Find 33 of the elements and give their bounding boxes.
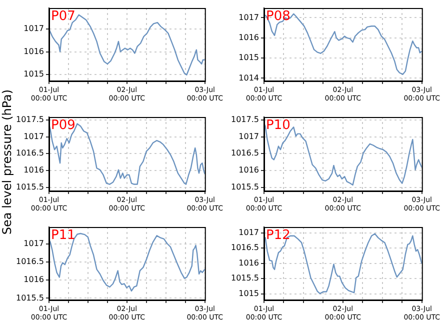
y-tick-label: 1015.5 — [16, 182, 44, 192]
y-tick-label: 1014 — [238, 73, 259, 82]
y-tick-label: 1017 — [238, 12, 259, 22]
chart-title: P09 — [51, 118, 76, 133]
y-tick-label: 1017 — [24, 132, 44, 141]
chart-title: P12 — [266, 228, 290, 243]
y-tick-label: 1016.5 — [16, 257, 44, 266]
y-tick-label: 1015 — [238, 53, 259, 62]
y-tick-label: 1016.5 — [231, 243, 259, 252]
y-tick-label: 1015 — [238, 288, 259, 298]
y-tick-label: 1016 — [24, 275, 44, 284]
y-tick-label: 1017 — [238, 132, 259, 141]
chart-title: P11 — [51, 228, 76, 243]
y-tick-label: 1016 — [24, 46, 44, 56]
y-tick-label: 1017.5 — [231, 115, 259, 124]
y-tick-label: 1016 — [238, 166, 259, 175]
y-tick-label: 1016 — [238, 258, 259, 268]
y-tick-label: 1015.5 — [16, 293, 44, 302]
y-tick-label: 1017.5 — [16, 115, 44, 124]
y-tick-label: 1017 — [238, 228, 259, 237]
chart-title: P08 — [266, 8, 290, 24]
y-tick-label: 1017 — [24, 239, 44, 248]
chart-title: P07 — [51, 8, 76, 24]
y-tick-label: 1016.5 — [16, 148, 44, 158]
chart-title: P10 — [266, 118, 290, 133]
y-tick-label: 1015.5 — [231, 274, 259, 283]
y-tick-label: 1015 — [24, 70, 44, 79]
y-tick-label: 1016 — [24, 166, 44, 175]
y-tick-label: 1015.5 — [231, 182, 259, 192]
y-tick-label: 1016 — [238, 32, 259, 42]
y-axis-title: Sea level pressure (hPa) — [0, 88, 14, 237]
y-tick-label: 1017 — [24, 24, 44, 34]
y-tick-label: 1016.5 — [231, 148, 259, 158]
